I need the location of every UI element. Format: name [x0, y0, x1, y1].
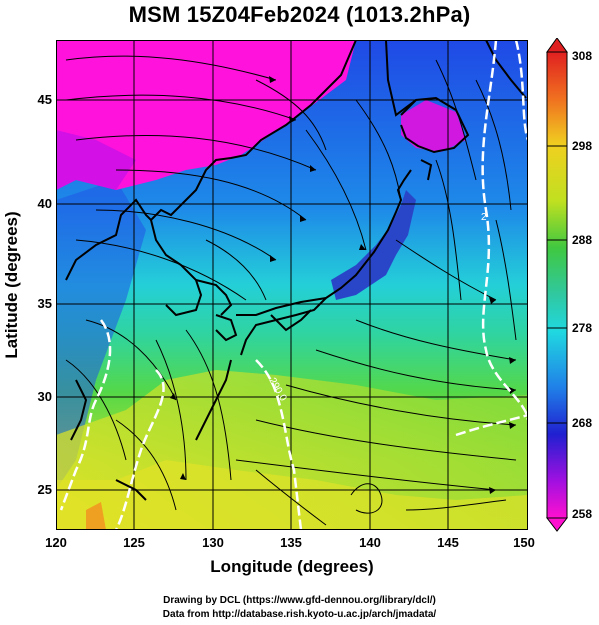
x-tick-135: 135 [280, 535, 302, 550]
colorbar-tick-288: 288 [572, 233, 593, 247]
x-tick-130: 130 [202, 535, 224, 550]
colorbar-bottom-arrow [546, 517, 568, 532]
isotherm-contours [59, 40, 528, 530]
colorbar-tick-308: 308 [572, 49, 593, 63]
contour-label-2: 2 [481, 212, 487, 223]
credit-data: Data from http://database.rish.kyoto-u.a… [162, 609, 437, 620]
y-tick-45: 45 [37, 92, 52, 107]
x-axis-label: Longitude (degrees) [210, 557, 374, 576]
shading-cold-continent-edge [56, 130, 136, 190]
colorbar-gradient [546, 51, 568, 519]
y-tick-40: 40 [37, 196, 52, 211]
shading-cold-hokkaido [401, 100, 466, 152]
coastlines [65, 40, 527, 501]
map-title: MSM 15Z04Feb2024 (1013.2hPa) [128, 2, 471, 27]
shading-warm-southmost [56, 460, 528, 530]
streamlines [65, 55, 517, 526]
y-tick-35: 35 [37, 296, 52, 311]
shading-hot-spot [86, 502, 106, 530]
colorbar-tick-268: 268 [572, 416, 593, 430]
credit-drawing: Drawing by DCL (https://www.gfd-dennou.o… [163, 595, 436, 606]
map-plot-area: 290.0 2 [56, 40, 528, 530]
y-tick-25: 25 [37, 482, 52, 497]
shading-cold-continent [56, 40, 356, 190]
colorbar-tick-278: 278 [572, 321, 593, 335]
x-tick-125: 125 [123, 535, 145, 550]
x-tick-150: 150 [513, 535, 535, 550]
colorbar-tick-298: 298 [572, 139, 593, 153]
colorbar-tick-marks [547, 145, 567, 424]
x-tick-145: 145 [437, 535, 459, 550]
colorbar [546, 38, 568, 532]
shading-japan-land [331, 190, 416, 300]
x-tick-120: 120 [45, 535, 67, 550]
temperature-map: 290.0 2 [56, 40, 528, 530]
y-axis-label: Latitude (degrees) [2, 211, 21, 359]
colorbar-top-arrow [546, 38, 568, 53]
streamline-arrows [170, 76, 516, 494]
colorbar-tick-258: 258 [572, 507, 593, 521]
y-tick-30: 30 [37, 389, 52, 404]
x-tick-140: 140 [359, 535, 381, 550]
